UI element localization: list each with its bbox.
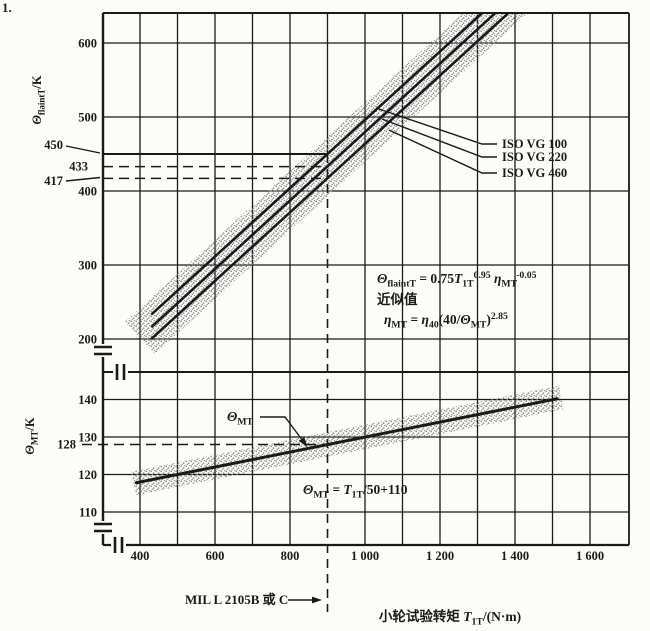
line-iso-vg-460: [150, 13, 511, 340]
x-tick-label: 400: [131, 549, 150, 563]
marked-value-450: 450: [44, 138, 63, 152]
line-iso-vg-220: [150, 13, 498, 329]
x-tick-label: 1 600: [576, 549, 604, 563]
bottom-y-tick-label: 140: [78, 393, 97, 407]
axis-break-marks: [94, 344, 128, 553]
curve-label-theta-mt: ΘMT: [227, 409, 308, 447]
bottom-y-tick-label: 120: [78, 468, 97, 482]
x-tick-label: 1 200: [426, 549, 454, 563]
bottom-y-tick-label: 130: [78, 430, 97, 444]
top-y-axis-title: ΘflaintT/K: [30, 75, 47, 125]
bottom-y-tick-label: 110: [79, 505, 97, 519]
approx-value-label: 近似值: [377, 291, 418, 307]
bottom-y-axis-title: ΘMT/K: [23, 417, 40, 455]
marked-value-128: 128: [57, 438, 76, 452]
axis-titles: ΘflaintT/K ΘMT/K 小轮试验转矩 T1T/(N·m): [23, 75, 521, 627]
top-y-tick-label: 600: [78, 36, 97, 50]
data-lines: [134, 13, 559, 485]
line-theta-mt: [134, 397, 559, 485]
x-axis-title: 小轮试验转矩 T1T/(N·m): [379, 608, 521, 628]
mil-annotation: MIL L 2105B 或 C: [185, 592, 322, 607]
top-y-tick-label: 300: [78, 258, 97, 272]
legend-label-3: ISO VG 460: [502, 166, 567, 180]
equation-eta: ηMT = η40(40/ΘMT)2.85: [384, 311, 508, 331]
equation-theta-mt: ΘMT = T1T/50+110: [303, 482, 408, 501]
marked-value-433: 433: [69, 160, 88, 174]
marked-value-417: 417: [44, 174, 63, 188]
x-tick-label: 1 400: [501, 549, 529, 563]
annotation-lines: [82, 153, 329, 612]
marked-value-labels: 450 433 417 128: [44, 138, 101, 452]
mil-label: MIL L 2105B 或 C: [185, 592, 288, 607]
x-tick-label: 800: [281, 549, 300, 563]
line-iso-vg-100: [150, 13, 485, 316]
top-y-tick-label: 500: [78, 110, 97, 124]
grid-lines: [103, 13, 629, 545]
legend-label-2: ISO VG 220: [502, 150, 567, 164]
legend-label-1: ISO VG 100: [502, 137, 567, 151]
top-y-tick-label: 200: [78, 332, 97, 346]
x-tick-label: 600: [206, 549, 225, 563]
top-y-tick-label: 400: [78, 184, 97, 198]
tick-labels: 200 300 400 500 600 110 120 130 140 400 600 800 1 00…: [78, 36, 604, 563]
svg-text:ΘMT: ΘMT: [227, 409, 253, 428]
page-corner-text-fragment: 1.: [2, 0, 12, 15]
equation-flaint: ΘflaintT = 0.75T1T0.95 ηMT-0.05: [377, 270, 537, 290]
axes-frame: [101, 12, 630, 547]
x-tick-label: 1 000: [351, 549, 379, 563]
